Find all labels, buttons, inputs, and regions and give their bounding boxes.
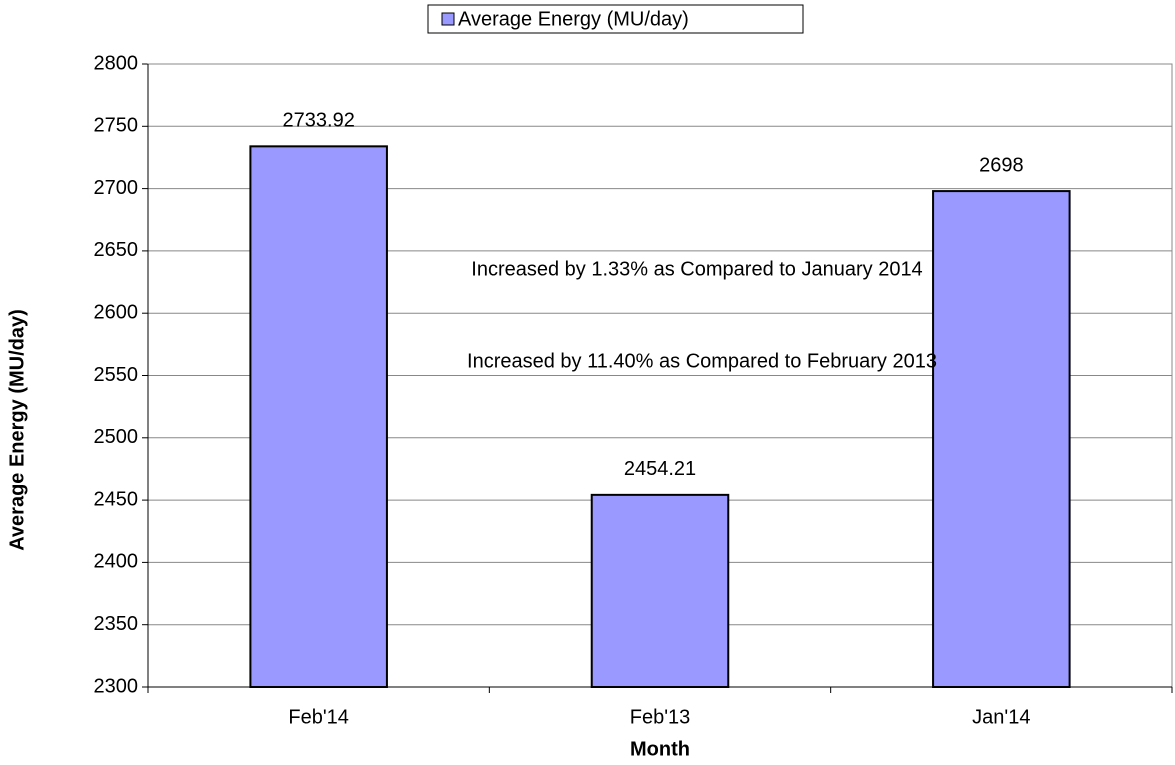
y-tick-label: 2450	[94, 488, 139, 510]
x-tick-label: Feb'13	[630, 706, 691, 728]
bar	[932, 190, 1071, 688]
x-tick-label: Feb'14	[288, 706, 349, 728]
legend-box	[427, 4, 804, 34]
annotation: Increased by 11.40% as Compared to Febru…	[467, 350, 937, 372]
y-tick-label: 2300	[94, 675, 139, 697]
x-tick-label: Jan'14	[972, 706, 1030, 728]
y-tick-label: 2500	[94, 426, 139, 448]
legend-marker	[441, 12, 455, 26]
y-tick-label: 2800	[94, 52, 139, 74]
data-label: 2698	[979, 154, 1024, 176]
bar	[249, 145, 388, 688]
y-tick-label: 2400	[94, 551, 139, 573]
data-label: 2454.21	[624, 458, 696, 480]
y-tick-label: 2750	[94, 115, 139, 137]
legend-label: Average Energy (MU/day)	[458, 8, 689, 30]
y-tick-label: 2350	[94, 613, 139, 635]
y-tick-label: 2600	[94, 301, 139, 323]
y-tick-label: 2550	[94, 364, 139, 386]
annotation: Increased by 1.33% as Compared to Januar…	[471, 258, 922, 280]
y-tick-label: 2700	[94, 177, 139, 199]
y-axis-title: Average Energy (MU/day)	[6, 309, 28, 551]
data-label: 2733.92	[283, 110, 355, 132]
y-tick-label: 2650	[94, 239, 139, 261]
bar	[590, 493, 730, 688]
x-axis-title: Month	[630, 738, 690, 760]
